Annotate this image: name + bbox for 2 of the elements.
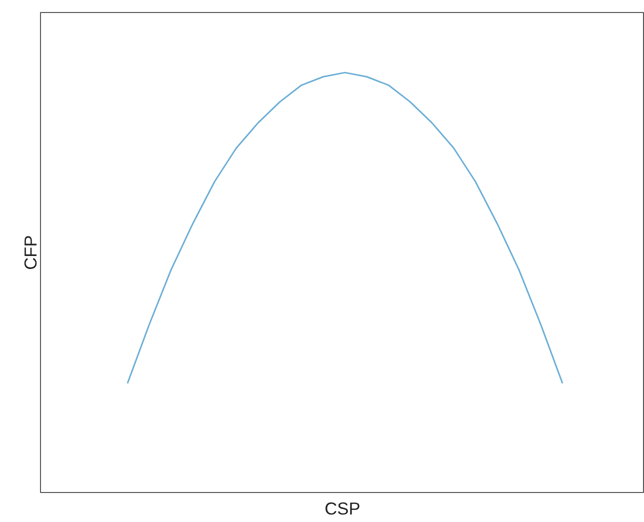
y-axis-title: CFP: [20, 235, 40, 270]
x-axis-title: CSP: [324, 498, 360, 518]
